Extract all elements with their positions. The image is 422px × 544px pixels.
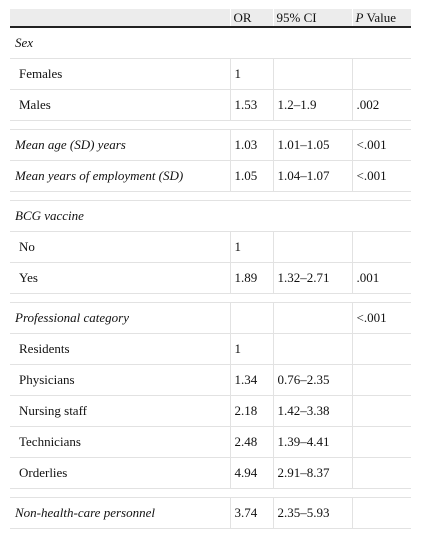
row-label-males: Males <box>10 89 231 121</box>
spacer-row <box>10 488 411 498</box>
mean-years-label-a: Mean years of employment ( <box>15 168 164 183</box>
header-variable <box>10 9 230 28</box>
table-row: No 1 <box>10 231 411 263</box>
cell-or: 1.53 <box>229 89 274 121</box>
row-label-nursing-staff: Nursing staff <box>10 395 231 427</box>
cell-or: 1 <box>229 58 274 90</box>
cell-ci: 1.32–2.71 <box>272 262 353 294</box>
table-header-row: OR 95% CI P Value <box>10 9 411 28</box>
mean-age-label-a: Mean age ( <box>15 137 75 152</box>
cell-ci: 1.42–3.38 <box>272 395 353 427</box>
cell-or: 2.48 <box>229 426 274 458</box>
table-row: Mean years of employment (SD) 1.05 1.04–… <box>10 160 411 192</box>
cell-ci: 1.04–1.07 <box>272 160 353 192</box>
section-row-bcg: BCG vaccine <box>10 200 411 232</box>
cell-or: 4.94 <box>229 457 274 489</box>
header-p-rest: Value <box>363 9 397 25</box>
cell-ci: 2.35–5.93 <box>272 497 353 529</box>
mean-years-label-c: ) <box>178 168 184 183</box>
row-label-non-health-care-personnel: Non-health-care personnel <box>10 497 231 529</box>
cell-p <box>351 58 411 90</box>
table-row: Residents 1 <box>10 333 411 365</box>
table-row: Females 1 <box>10 58 411 90</box>
cell-ci: 1.39–4.41 <box>272 426 353 458</box>
mean-years-label-b: SD <box>163 168 179 183</box>
cell-ci <box>272 302 353 334</box>
cell-p: <.001 <box>351 302 411 334</box>
cell-or <box>229 302 274 334</box>
row-label-orderlies: Orderlies <box>10 457 231 489</box>
table-row: Mean age (SD) years 1.03 1.01–1.05 <.001 <box>10 129 411 161</box>
table-row: Males 1.53 1.2–1.9 .002 <box>10 89 411 121</box>
spacer-row <box>10 120 411 130</box>
table-row: Physicians 1.34 0.76–2.35 <box>10 364 411 396</box>
cell-or: 1.05 <box>229 160 274 192</box>
table-row: Technicians 2.48 1.39–4.41 <box>10 426 411 458</box>
cell-ci: 1.2–1.9 <box>272 89 353 121</box>
row-label-physicians: Physicians <box>10 364 231 396</box>
cell-ci: 0.76–2.35 <box>272 364 353 396</box>
cell-ci <box>272 231 353 263</box>
table-row: Non-health-care personnel 3.74 2.35–5.93 <box>10 497 411 529</box>
cell-ci <box>272 58 353 90</box>
section-label-sex: Sex <box>10 26 411 59</box>
header-p-value: P Value <box>351 9 411 28</box>
cell-p: <.001 <box>351 160 411 192</box>
section-row-sex: Sex <box>10 26 411 59</box>
row-label-professional-category: Professional category <box>10 302 231 334</box>
table-row: Professional category <.001 <box>10 302 411 334</box>
cell-p: <.001 <box>351 129 411 161</box>
cell-p <box>351 364 411 396</box>
row-label-mean-years: Mean years of employment (SD) <box>10 160 231 192</box>
row-label-technicians: Technicians <box>10 426 231 458</box>
table-row: Nursing staff 2.18 1.42–3.38 <box>10 395 411 427</box>
cell-or: 1.03 <box>229 129 274 161</box>
odds-ratio-table-container: OR 95% CI P Value Sex Females 1 Males 1.… <box>10 9 411 529</box>
row-label-residents: Residents <box>10 333 231 365</box>
cell-ci <box>272 333 353 365</box>
header-ci: 95% CI <box>272 9 352 28</box>
row-label-females: Females <box>10 58 231 90</box>
cell-or: 3.74 <box>229 497 274 529</box>
cell-p <box>351 497 411 529</box>
header-or: OR <box>229 9 273 28</box>
cell-p: .001 <box>351 262 411 294</box>
cell-ci: 1.01–1.05 <box>272 129 353 161</box>
spacer-row <box>10 191 411 201</box>
cell-p <box>351 395 411 427</box>
table-row: Yes 1.89 1.32–2.71 .001 <box>10 262 411 294</box>
cell-or: 1 <box>229 231 274 263</box>
cell-p: .002 <box>351 89 411 121</box>
cell-p <box>351 333 411 365</box>
cell-p <box>351 457 411 489</box>
cell-or: 1 <box>229 333 274 365</box>
cell-or: 1.34 <box>229 364 274 396</box>
mean-age-label-c: ) years <box>90 137 126 152</box>
row-label-bcg-yes: Yes <box>10 262 231 294</box>
spacer-row <box>10 293 411 303</box>
mean-age-label-b: SD <box>74 137 91 152</box>
header-p-letter: P <box>355 9 364 25</box>
cell-p <box>351 426 411 458</box>
table-row: Orderlies 4.94 2.91–8.37 <box>10 457 411 489</box>
odds-ratio-table: OR 95% CI P Value Sex Females 1 Males 1.… <box>10 9 411 529</box>
row-label-mean-age: Mean age (SD) years <box>10 129 231 161</box>
cell-or: 2.18 <box>229 395 274 427</box>
row-label-bcg-no: No <box>10 231 231 263</box>
cell-p <box>351 231 411 263</box>
cell-or: 1.89 <box>229 262 274 294</box>
cell-ci: 2.91–8.37 <box>272 457 353 489</box>
section-label-bcg: BCG vaccine <box>10 200 411 232</box>
